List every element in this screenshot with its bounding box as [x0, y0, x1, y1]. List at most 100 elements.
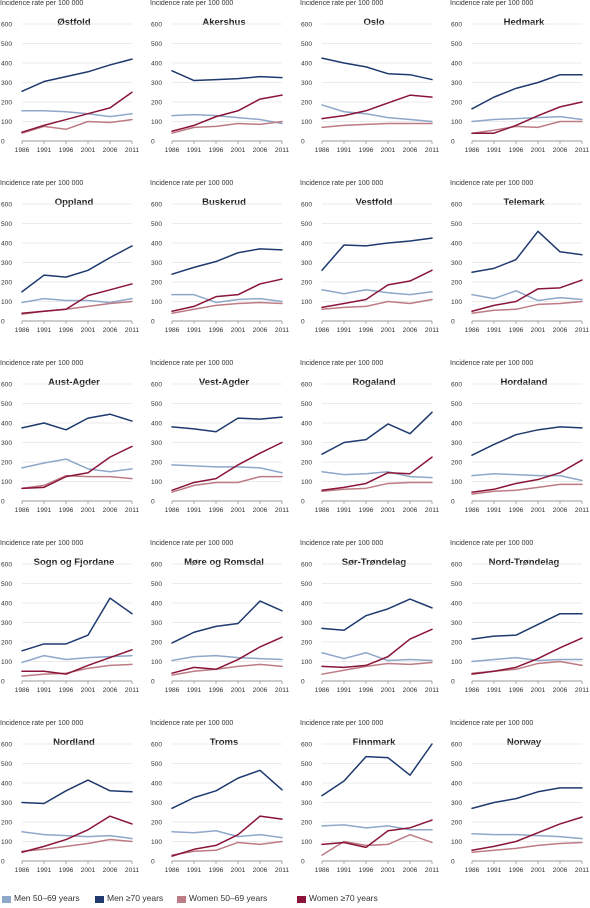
y-tick-label: 300 — [151, 800, 162, 807]
x-tick-label: 2006 — [403, 867, 418, 874]
panel-plot: 0 100 200 300 400 500 600 1986 1991 1996 2001 2006 2… — [301, 741, 439, 874]
x-tick-label: 2001 — [231, 147, 246, 154]
y-tick-label: 0 — [451, 318, 455, 325]
y-axis-label: Incidence rate per 100 000 — [450, 720, 534, 727]
x-tick-label: 2001 — [531, 507, 546, 514]
series-line-men-50-69-years — [171, 293, 283, 304]
panel-akershus: Incidence rate per 100 000 Akershus 0 100 20… — [150, 0, 298, 176]
series-line-women-50-69-years — [21, 118, 133, 134]
series-line-women-50-69-years — [471, 120, 583, 134]
y-tick-label: 200 — [151, 639, 162, 646]
x-tick-label: 2006 — [553, 147, 568, 154]
x-tick-label: 1991 — [487, 867, 502, 874]
small-multiples-grid: Incidence rate per 100 000 Østfold 0 100 200… — [0, 0, 590, 874]
x-tick-label: 1996 — [359, 327, 374, 334]
x-tick-label: 2011 — [275, 327, 290, 334]
y-tick-label: 300 — [151, 260, 162, 267]
x-tick-label: 2006 — [553, 507, 568, 514]
x-tick-label: 2001 — [531, 147, 546, 154]
series-line-men-70-years — [321, 57, 433, 81]
legend-label: Men ≥70 years — [107, 893, 164, 903]
panel-nord-trondelag: Incidence rate per 100 000 Nord-Trøndelag… — [450, 540, 590, 716]
y-tick-label: 400 — [301, 60, 312, 67]
series-line-women-70-years — [171, 278, 283, 312]
y-tick-label: 400 — [301, 420, 312, 427]
panel-title: Hordaland — [500, 377, 548, 388]
x-tick-label: 2006 — [103, 327, 118, 334]
x-tick-label: 2001 — [231, 327, 246, 334]
series-line-men-50-69-years — [21, 458, 133, 473]
x-tick-label: 1986 — [465, 867, 480, 874]
y-tick-label: 100 — [451, 119, 462, 126]
series-line-men-50-69-years — [471, 115, 583, 123]
y-tick-label: 0 — [1, 678, 5, 685]
series-line-women-50-69-years — [171, 840, 283, 856]
y-tick-label: 200 — [151, 99, 162, 106]
y-tick-label: 500 — [451, 41, 462, 48]
panel-buskerud: Incidence rate per 100 000 Buskerud 0 100 20… — [150, 180, 298, 356]
x-tick-label: 1986 — [465, 507, 480, 514]
y-tick-label: 300 — [451, 80, 462, 87]
y-tick-label: 600 — [151, 741, 162, 748]
x-tick-label: 1991 — [37, 147, 52, 154]
x-tick-label: 1986 — [465, 327, 480, 334]
y-tick-label: 600 — [1, 201, 12, 208]
panel-plot: 0 100 200 300 400 500 600 1986 1991 1996 2001 2006 2… — [451, 381, 590, 514]
panel-title: Oslo — [363, 17, 385, 28]
series-line-women-70-years — [321, 628, 433, 669]
y-tick-label: 600 — [451, 201, 462, 208]
panel-oslo: Incidence rate per 100 000 Oslo 0 100 200 300… — [300, 0, 448, 176]
x-tick-label: 1996 — [509, 687, 524, 694]
y-tick-label: 100 — [151, 479, 162, 486]
x-tick-label: 2006 — [403, 507, 418, 514]
y-tick-label: 600 — [301, 21, 312, 28]
y-tick-label: 600 — [301, 561, 312, 568]
y-tick-label: 400 — [1, 600, 12, 607]
series-line-men-50-69-years — [471, 832, 583, 840]
y-axis-label: Incidence rate per 100 000 — [150, 360, 234, 367]
x-tick-label: 2011 — [425, 507, 440, 514]
panel-plot: 0 100 200 300 400 500 600 1986 1991 1996 2001 2006 2… — [451, 741, 589, 874]
y-tick-label: 200 — [151, 279, 162, 286]
series-line-women-50-69-years — [321, 122, 433, 129]
x-tick-label: 2011 — [575, 507, 590, 514]
y-tick-label: 400 — [451, 780, 462, 787]
y-tick-label: 400 — [451, 60, 462, 67]
x-tick-label: 2006 — [253, 147, 268, 154]
y-tick-label: 100 — [451, 299, 462, 306]
x-tick-label: 1991 — [187, 687, 202, 694]
series-line-men-70-years — [171, 248, 283, 275]
y-tick-label: 500 — [301, 221, 312, 228]
y-tick-label: 200 — [301, 279, 312, 286]
series-line-women-50-69-years — [21, 474, 133, 490]
x-tick-label: 1986 — [15, 147, 30, 154]
x-tick-label: 2011 — [425, 687, 440, 694]
x-tick-label: 1991 — [337, 507, 352, 514]
series-line-men-70-years — [21, 413, 133, 431]
y-tick-label: 600 — [301, 201, 312, 208]
panel-aust-agder: Incidence rate per 100 000 Aust-Agder 0 100… — [0, 360, 148, 536]
series-line-women-70-years — [471, 637, 583, 675]
series-line-women-50-69-years — [21, 663, 133, 677]
series-line-women-50-69-years — [321, 661, 433, 675]
y-tick-label: 100 — [451, 839, 462, 846]
y-tick-label: 100 — [301, 659, 312, 666]
x-tick-label: 2006 — [253, 687, 268, 694]
series-line-women-70-years — [471, 279, 583, 312]
series-line-men-50-69-years — [171, 830, 283, 839]
y-tick-label: 600 — [151, 21, 162, 28]
panel-norway: Incidence rate per 100 000 Norway 0 100 200 3… — [450, 720, 590, 896]
x-tick-label: 1986 — [315, 507, 330, 514]
y-tick-label: 0 — [451, 858, 455, 865]
x-tick-label: 2011 — [125, 327, 140, 334]
panel-plot: 0 100 200 300 400 500 600 1986 1991 1996 2001 2006 2… — [451, 21, 589, 154]
y-tick-label: 100 — [301, 299, 312, 306]
series-line-men-70-years — [471, 426, 583, 456]
x-tick-label: 2011 — [125, 507, 140, 514]
y-tick-label: 200 — [301, 99, 312, 106]
x-tick-label: 1986 — [315, 147, 330, 154]
y-tick-label: 300 — [451, 260, 462, 267]
series-line-women-70-years — [321, 456, 433, 492]
x-tick-label: 1986 — [465, 687, 480, 694]
panel-plot: 0 100 200 300 400 500 600 1986 1991 1996 2001 2006 2… — [301, 201, 439, 334]
